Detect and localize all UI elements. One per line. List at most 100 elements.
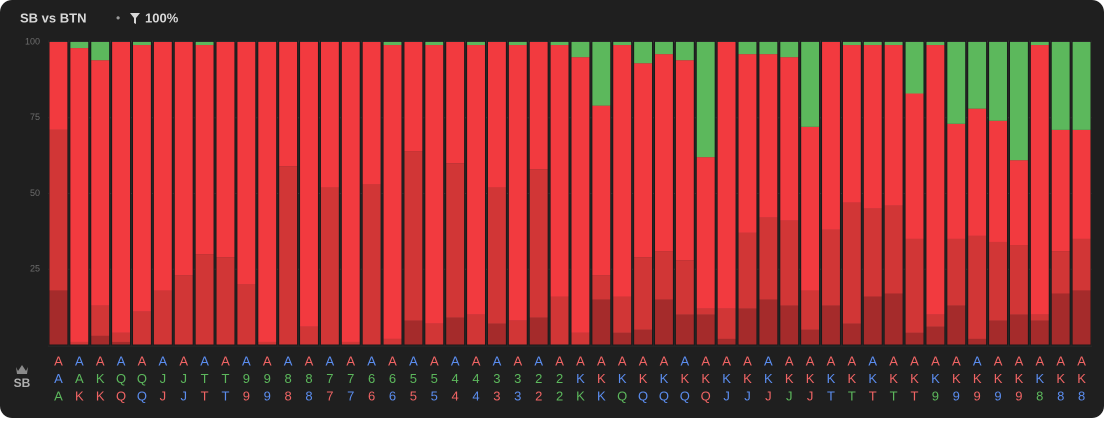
bar-segment [1072,129,1091,239]
card-label: 9 [932,388,939,403]
bar-segment [341,42,361,342]
bar-segment [988,42,1008,121]
card-label: K [743,371,752,386]
card-label: 9 [974,388,981,403]
bar-outline [967,40,988,346]
bar-segment [174,275,194,345]
bar-segment [69,42,89,49]
bar-segment [905,238,924,333]
bar-segment [383,45,402,339]
card-label: Q [701,388,711,403]
bar-segment [779,305,799,345]
bar-segment [466,314,486,345]
bar-segment [341,341,361,345]
bar-segment [717,42,737,309]
card-label: K [973,371,982,386]
bar-segment [69,48,89,342]
card-label: K [1077,371,1086,386]
bar-segment [445,163,465,318]
card-label: 9 [264,371,271,386]
card-label: J [723,388,730,403]
bar-segment [508,42,528,46]
bar-segment [424,323,444,345]
bar-segment [153,290,173,345]
card-label: A [326,353,335,368]
bar-outline [904,40,925,346]
player-label: SB [14,376,31,390]
bar-segment [424,42,444,46]
card-label: 5 [410,388,417,403]
card-label: A [597,353,606,368]
bar-outline [758,40,779,346]
card-label: T [869,388,877,403]
bar-segment [571,42,590,58]
bar-segment [946,42,966,124]
card-label: A [200,353,209,368]
bar-outline [299,40,319,346]
bar-segment [278,42,298,167]
bar-segment [445,42,465,164]
bar-segment [132,42,152,46]
card-label: K [96,371,105,386]
bar-segment [529,169,549,318]
bar-segment [1072,42,1091,130]
bar-segment [884,293,904,345]
card-label: A [952,353,961,368]
bar-segment [236,284,256,345]
bar-segment [967,42,987,109]
bar-segment [842,45,862,203]
card-label: K [1015,371,1024,386]
bar-outline [424,40,445,346]
bar-segment [717,338,737,345]
bar-segment [445,317,465,345]
bar-segment [696,308,716,315]
card-label: T [222,371,230,386]
bar-segment [591,42,611,106]
card-label: 2 [556,371,563,386]
bar-segment [362,42,382,185]
card-label: Q [680,388,690,403]
bar-segment [842,42,862,46]
card-label: 9 [953,388,960,403]
bar-segment [946,123,966,239]
bar-segment [633,42,653,64]
bar-outline [236,40,257,346]
bar-segment [675,42,695,61]
card-label: 5 [431,388,438,403]
bar-outline [883,40,904,346]
card-label: 8 [285,371,292,386]
bar-segment [90,305,110,336]
bar-segment [675,60,695,261]
card-label: 2 [535,371,542,386]
card-label: K [75,388,84,403]
bar-segment [424,45,444,324]
bar-segment [863,45,883,209]
card-label: A [1077,353,1086,368]
card-label: A [54,353,63,368]
card-label: Q [659,388,669,403]
card-label: A [388,353,397,368]
card-label: A [513,353,522,368]
card-label: A [138,353,147,368]
card-label: A [910,353,919,368]
bar-segment [257,341,277,345]
bar-segment [487,187,507,324]
bar-outline [1008,40,1029,346]
bar-segment [299,326,319,345]
y-tick-label: 75 [30,112,40,122]
bar-segment [1009,160,1029,246]
card-label: T [201,388,209,403]
crown-icon [16,365,28,374]
bar-segment [800,329,820,345]
card-label: K [660,371,669,386]
bar-outline [90,40,111,346]
bar-segment [654,251,674,300]
bar-segment [174,42,194,276]
card-label: T [890,388,898,403]
card-label: Q [617,388,627,403]
card-label: K [597,371,606,386]
bar-segment [779,42,799,58]
bar-outline [215,40,236,346]
bar-segment [257,42,277,342]
bar-segment [675,260,695,315]
